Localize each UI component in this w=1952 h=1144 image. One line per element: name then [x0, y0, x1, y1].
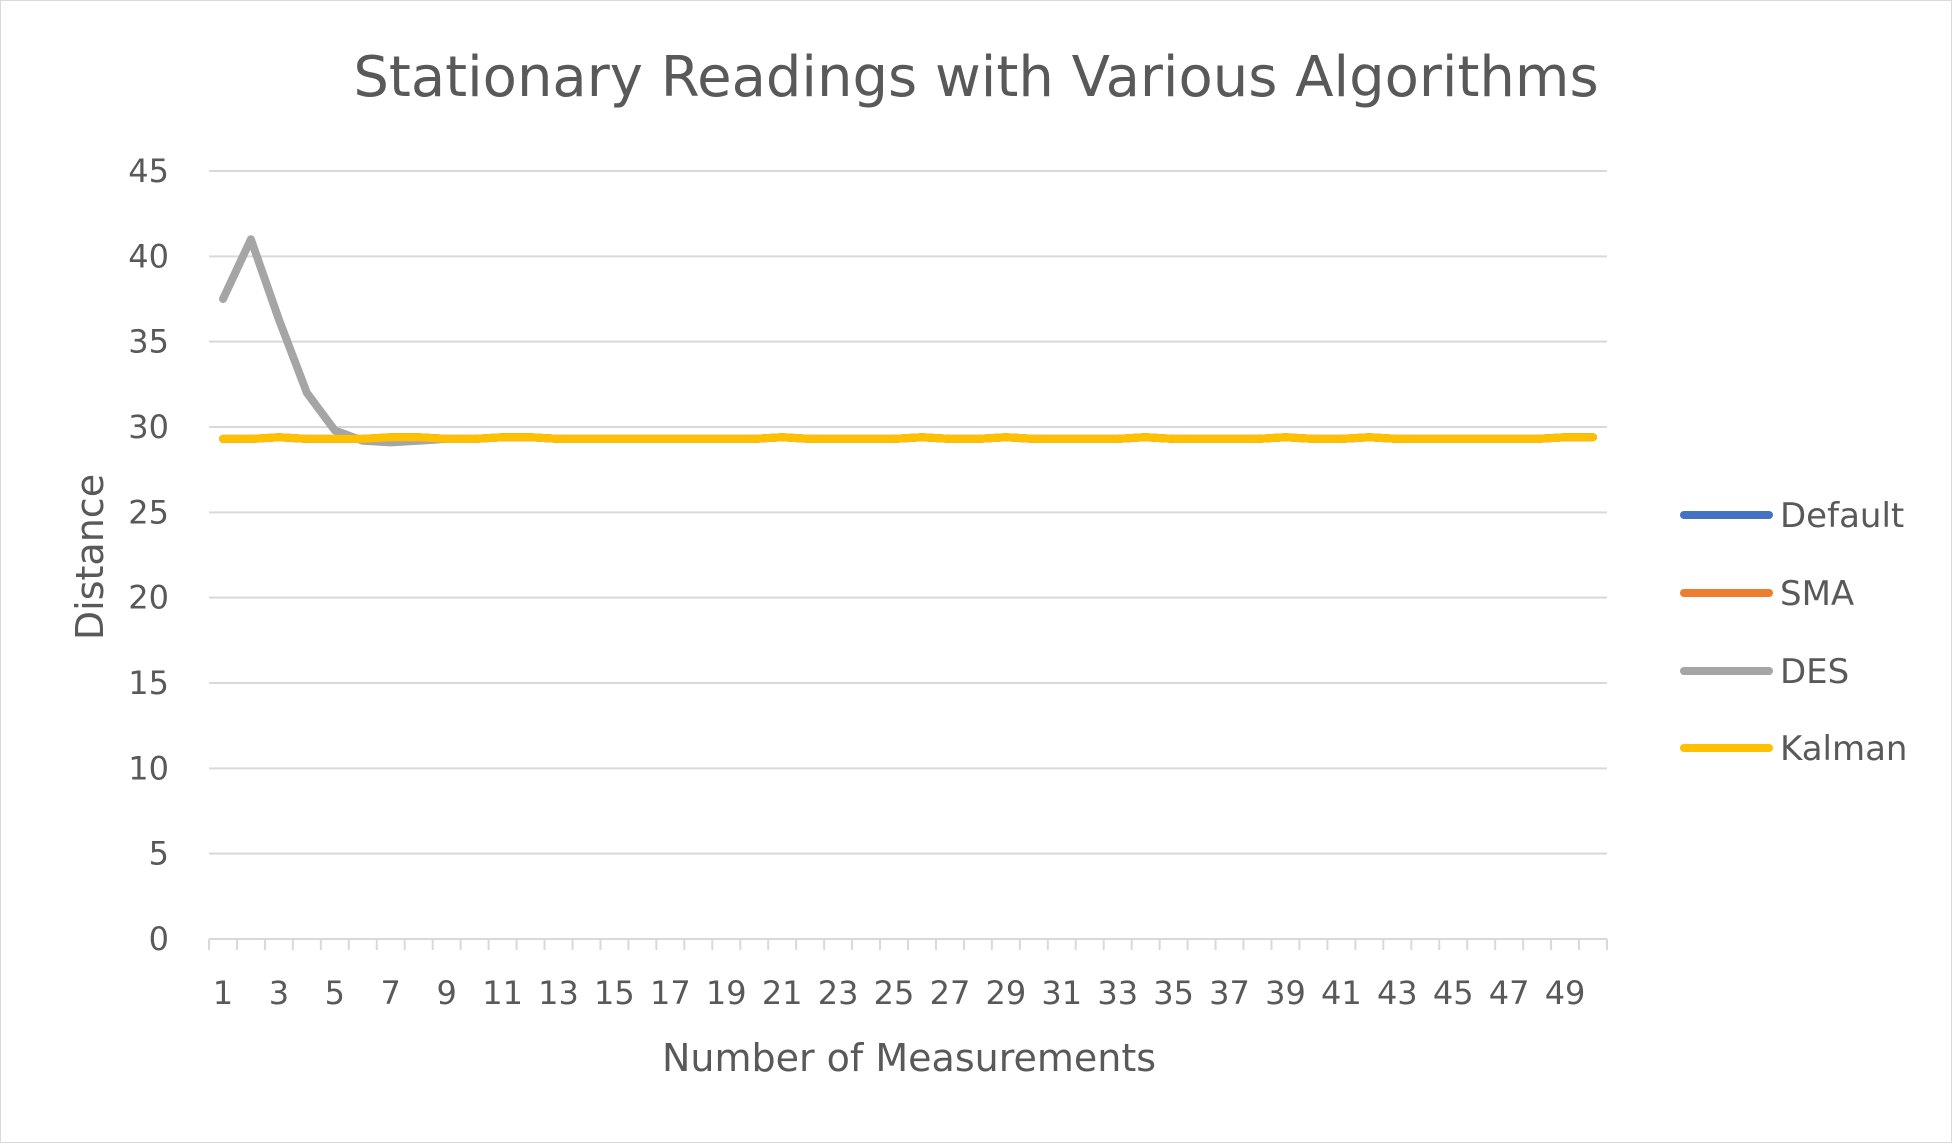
x-tick-label: 9 — [436, 974, 456, 1012]
legend-label-kalman: Kalman — [1780, 729, 1907, 769]
y-tick-label: 0 — [149, 920, 169, 958]
x-tick-label: 31 — [1041, 974, 1082, 1012]
x-tick-label: 1 — [213, 974, 233, 1012]
x-tick-label: 17 — [650, 974, 691, 1012]
x-tick-label: 49 — [1545, 974, 1586, 1012]
y-tick-label: 25 — [128, 493, 169, 531]
x-tick-label: 41 — [1321, 974, 1362, 1012]
x-tick-label: 13 — [538, 974, 579, 1012]
y-tick-label: 35 — [128, 323, 169, 361]
legend-label-default: Default — [1780, 496, 1904, 536]
x-tick-label: 23 — [818, 974, 859, 1012]
x-tick-label: 33 — [1097, 974, 1138, 1012]
x-tick-label: 27 — [930, 974, 971, 1012]
y-tick-label: 5 — [149, 835, 169, 873]
x-tick-label: 43 — [1377, 974, 1418, 1012]
y-axis-tick-labels: 0 5 10 15 20 25 30 35 40 45 — [128, 152, 169, 958]
x-tick-label: 35 — [1153, 974, 1194, 1012]
chart-title: Stationary Readings with Various Algorit… — [353, 45, 1598, 110]
x-tick-label: 15 — [594, 974, 635, 1012]
y-tick-label: 40 — [128, 237, 169, 275]
series-line-kalman — [219, 433, 1597, 443]
x-axis — [208, 938, 1608, 950]
x-axis-title: Number of Measurements — [662, 1036, 1156, 1080]
x-tick-label: 21 — [762, 974, 803, 1012]
legend-label-des: DES — [1780, 652, 1849, 692]
x-tick-label: 7 — [381, 974, 401, 1012]
x-tick-label: 25 — [874, 974, 915, 1012]
legend-label-sma: SMA — [1780, 574, 1854, 614]
gridlines — [209, 170, 1607, 855]
x-tick-label: 11 — [482, 974, 523, 1012]
x-tick-label: 39 — [1265, 974, 1306, 1012]
x-tick-label: 3 — [269, 974, 289, 1012]
x-tick-label: 19 — [706, 974, 747, 1012]
x-tick-label: 47 — [1489, 974, 1530, 1012]
x-tick-label: 5 — [325, 974, 345, 1012]
x-tick-label: 29 — [986, 974, 1027, 1012]
x-tick-label: 37 — [1209, 974, 1250, 1012]
series-lines — [219, 235, 1597, 447]
x-axis-tick-labels: 1 3 5 7 9 11 13 15 17 19 21 23 25 27 29 31 33 35 37 39 41 43 4… — [213, 974, 1586, 1012]
legend: Default SMA DES Kalman — [1680, 496, 1907, 769]
x-tick-label: 45 — [1433, 974, 1474, 1012]
y-tick-label: 15 — [128, 664, 169, 702]
y-tick-label: 10 — [128, 749, 169, 787]
y-axis-title: Distance — [68, 474, 112, 640]
y-tick-label: 45 — [128, 152, 169, 190]
y-tick-label: 20 — [128, 579, 169, 617]
y-tick-label: 30 — [128, 408, 169, 446]
